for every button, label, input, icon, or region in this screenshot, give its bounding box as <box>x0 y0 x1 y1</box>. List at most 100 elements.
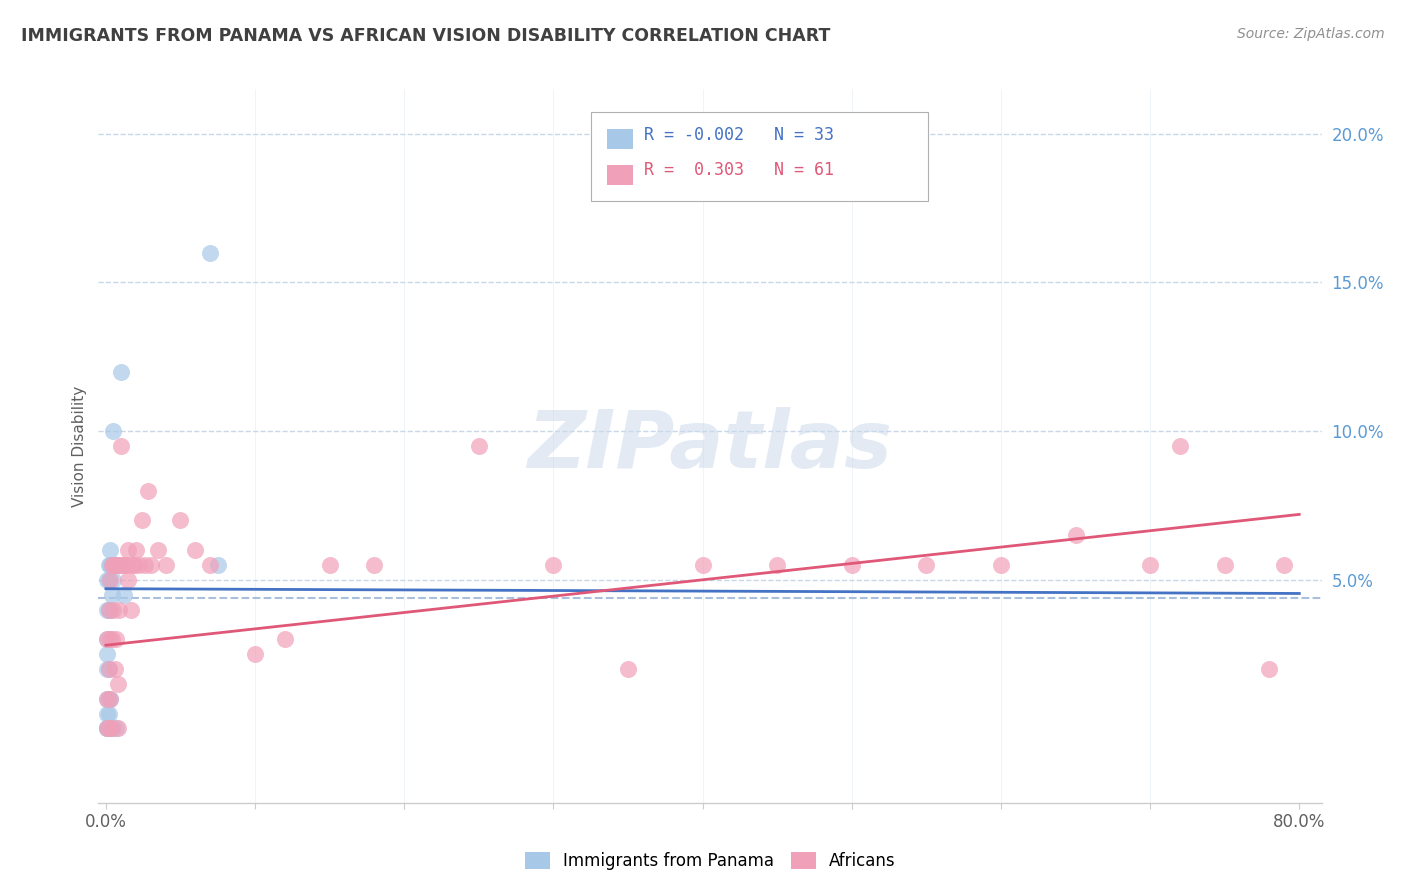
Point <box>120 602 142 616</box>
Point <box>200 245 222 260</box>
Point <box>103 602 125 616</box>
Point <box>97 722 120 736</box>
Point <box>243 647 266 661</box>
Point <box>96 722 118 736</box>
Point <box>1272 558 1295 572</box>
Point <box>98 543 121 558</box>
Point <box>117 573 139 587</box>
Point <box>97 662 120 676</box>
Point <box>107 677 129 691</box>
Point <box>122 558 145 572</box>
Point <box>131 513 153 527</box>
Point <box>108 602 131 616</box>
Point <box>274 632 297 647</box>
Point <box>184 543 207 558</box>
Point <box>155 558 177 572</box>
Point <box>117 543 139 558</box>
Point <box>97 722 120 736</box>
Point <box>115 558 138 572</box>
Point <box>110 558 132 572</box>
Point <box>200 558 222 572</box>
Point <box>101 722 124 736</box>
Point <box>1258 662 1281 676</box>
Point <box>97 602 120 616</box>
Point <box>104 558 127 572</box>
Text: Source: ZipAtlas.com: Source: ZipAtlas.com <box>1237 27 1385 41</box>
Point <box>101 588 124 602</box>
Point <box>101 558 124 572</box>
Point <box>1213 558 1236 572</box>
Point <box>97 662 120 676</box>
Point <box>96 647 118 661</box>
Point <box>96 706 118 721</box>
Point <box>103 573 125 587</box>
Point <box>543 558 565 572</box>
Point <box>841 558 863 572</box>
Point <box>97 691 120 706</box>
Point <box>1139 558 1161 572</box>
Point <box>96 632 118 647</box>
Point <box>103 558 125 572</box>
Text: IMMIGRANTS FROM PANAMA VS AFRICAN VISION DISABILITY CORRELATION CHART: IMMIGRANTS FROM PANAMA VS AFRICAN VISION… <box>21 27 831 45</box>
Point <box>105 722 128 736</box>
Point <box>98 558 121 572</box>
Point <box>110 439 132 453</box>
Point <box>207 558 229 572</box>
Point <box>105 632 128 647</box>
Point <box>97 558 120 572</box>
Point <box>318 558 340 572</box>
Point <box>103 424 125 438</box>
Legend: Immigrants from Panama, Africans: Immigrants from Panama, Africans <box>517 845 903 877</box>
Point <box>98 602 121 616</box>
Point <box>96 722 118 736</box>
Point <box>96 691 118 706</box>
Point <box>107 722 129 736</box>
Point <box>915 558 938 572</box>
Point <box>96 691 118 706</box>
Point <box>128 558 150 572</box>
Point <box>96 632 118 647</box>
Point <box>96 602 118 616</box>
Point <box>107 558 129 572</box>
Point <box>107 558 129 572</box>
Point <box>146 543 169 558</box>
Point <box>101 632 124 647</box>
Point <box>125 543 148 558</box>
Point <box>101 558 124 572</box>
Point <box>110 365 132 379</box>
Point <box>766 558 789 572</box>
Point <box>104 662 127 676</box>
Point <box>134 558 156 572</box>
Point <box>98 691 121 706</box>
Point <box>101 722 124 736</box>
Point <box>96 722 118 736</box>
Point <box>169 513 191 527</box>
Point <box>136 483 159 498</box>
Point <box>1168 439 1191 453</box>
Point <box>97 602 120 616</box>
Y-axis label: Vision Disability: Vision Disability <box>72 385 87 507</box>
Point <box>98 632 121 647</box>
Point <box>468 439 491 453</box>
Point <box>97 722 120 736</box>
Point <box>139 558 162 572</box>
Point <box>97 573 120 587</box>
Text: ZIPatlas: ZIPatlas <box>527 407 893 485</box>
Point <box>121 558 143 572</box>
Point <box>363 558 385 572</box>
Point <box>692 558 714 572</box>
Text: R = -0.002   N = 33: R = -0.002 N = 33 <box>644 126 834 144</box>
Point <box>96 722 118 736</box>
Point <box>105 558 128 572</box>
Point <box>112 588 135 602</box>
Point <box>96 662 118 676</box>
Point <box>617 662 640 676</box>
Point <box>96 573 118 587</box>
Point <box>98 573 121 587</box>
Point <box>98 722 121 736</box>
Text: R =  0.303   N = 61: R = 0.303 N = 61 <box>644 161 834 179</box>
Point <box>114 558 136 572</box>
Point <box>98 691 121 706</box>
Point <box>112 558 135 572</box>
Point <box>990 558 1012 572</box>
